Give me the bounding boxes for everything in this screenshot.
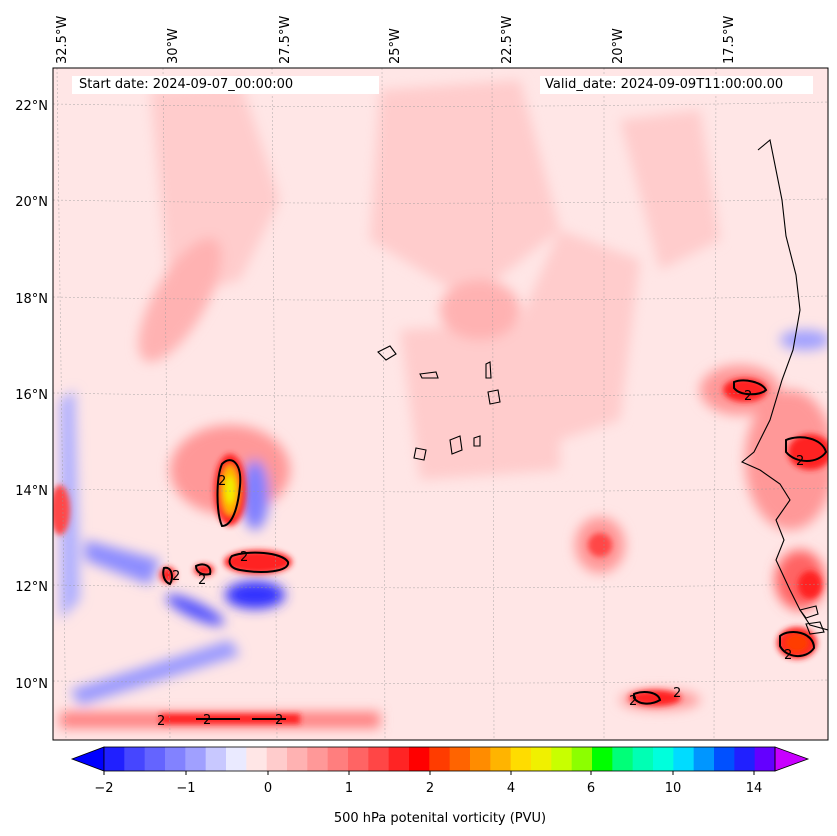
longitude-labels: 32.5°W 30°W 27.5°W 25°W 22.5°W 20°W 17.5… (55, 16, 737, 64)
colorbar-bin (612, 747, 634, 771)
colorbar-bin (348, 747, 369, 771)
colorbar-bin (266, 747, 288, 771)
contour-label: 2 (744, 389, 752, 404)
colorbar-bin (449, 747, 471, 771)
map-frame (52, 67, 829, 741)
colorbar-bin (368, 747, 390, 771)
start-date-label: Start date: 2024-09-07_00:00:00 (72, 76, 379, 94)
contour-label: 2 (673, 686, 681, 701)
contour-label: 2 (172, 569, 180, 584)
colorbar-bins (104, 747, 776, 771)
colorbar-bin (734, 747, 756, 771)
colorbar-tick-label: 1 (345, 781, 353, 796)
colorbar-bin (226, 747, 247, 771)
colorbar: −2 −1 0 1 2 4 6 10 14 500 hPa potenital … (70, 746, 810, 826)
colorbar-tick-label: 0 (264, 781, 272, 796)
colorbar-bin (429, 747, 451, 771)
colorbar-tick-label: 10 (665, 781, 682, 796)
colorbar-bin (124, 747, 146, 771)
lat-label: 10°N (15, 677, 48, 692)
colorbar-bin (531, 747, 552, 771)
colorbar-bin (551, 747, 573, 771)
colorbar-bin (754, 747, 776, 771)
lat-label: 22°N (15, 99, 48, 114)
colorbar-bin (632, 747, 654, 771)
pv-field (53, 68, 828, 740)
lon-label: 22.5°W (500, 16, 515, 64)
lat-label: 14°N (15, 484, 48, 499)
colorbar-bin (470, 747, 491, 771)
latitude-labels: 22°N 20°N 18°N 16°N 14°N 12°N 10°N (15, 99, 48, 692)
lon-label: 25°W (388, 28, 403, 64)
pv-shading (60, 80, 828, 728)
colorbar-tick-label: 14 (746, 781, 763, 796)
colorbar-tick-label: −2 (94, 781, 113, 796)
lat-label: 20°N (15, 195, 48, 210)
colorbar-bin (144, 747, 166, 771)
colorbar-tick-label: −1 (176, 781, 195, 796)
colorbar-ticks: −2 −1 0 1 2 4 6 10 14 (94, 771, 762, 796)
coastline (377, 138, 828, 635)
colorbar-frame (103, 746, 776, 772)
colorbar-bin (490, 747, 512, 771)
colorbar-tick-label: 6 (587, 781, 595, 796)
lon-label: 20°W (611, 28, 626, 64)
colorbar-bin (246, 747, 268, 771)
colorbar-bin (104, 747, 125, 771)
colorbar-bin (714, 747, 735, 771)
colorbar-under-arrow (70, 746, 105, 772)
contour-labels: 2 2 2 2 2 2 2 2 2 2 2 2 (157, 389, 804, 729)
colorbar-bin (287, 747, 308, 771)
colorbar-tick-label: 4 (507, 781, 515, 796)
contour-label: 2 (198, 573, 206, 588)
colorbar-bin (510, 747, 532, 771)
colorbar-bin (165, 747, 186, 771)
contour-label: 2 (275, 713, 283, 728)
colorbar-label: 500 hPa potenital vorticity (PVU) (334, 811, 546, 826)
valid-date-label: Valid_date: 2024-09-09T11:00:00.00 (540, 76, 813, 94)
lon-label: 27.5°W (278, 16, 293, 64)
lat-label: 18°N (15, 292, 48, 307)
colorbar-bin (185, 747, 207, 771)
contour-label: 2 (240, 550, 248, 565)
colorbar-bin (673, 747, 695, 771)
colorbar-bin (592, 747, 613, 771)
contour-label: 2 (796, 454, 804, 469)
colorbar-bin (571, 747, 593, 771)
contour-label: 2 (203, 713, 211, 728)
colorbar-bin (693, 747, 715, 771)
contour-label: 2 (218, 474, 226, 489)
colorbar-bin (409, 747, 430, 771)
lon-label: 17.5°W (722, 16, 737, 64)
colorbar-bin (653, 747, 674, 771)
contour-label: 2 (784, 648, 792, 663)
colorbar-bin (388, 747, 410, 771)
colorbar-bin (205, 747, 227, 771)
lon-label: 30°W (166, 28, 181, 64)
colorbar-over-arrow (774, 746, 810, 772)
contour-label: 2 (157, 714, 165, 729)
colorbar-tick-label: 2 (426, 781, 434, 796)
pv-contours (162, 379, 828, 720)
lon-label: 32.5°W (55, 16, 70, 64)
colorbar-bin (327, 747, 349, 771)
lat-label: 12°N (15, 580, 48, 595)
contour-label: 2 (629, 694, 637, 709)
gridlines (53, 68, 828, 740)
colorbar-bin (307, 747, 329, 771)
lat-label: 16°N (15, 388, 48, 403)
